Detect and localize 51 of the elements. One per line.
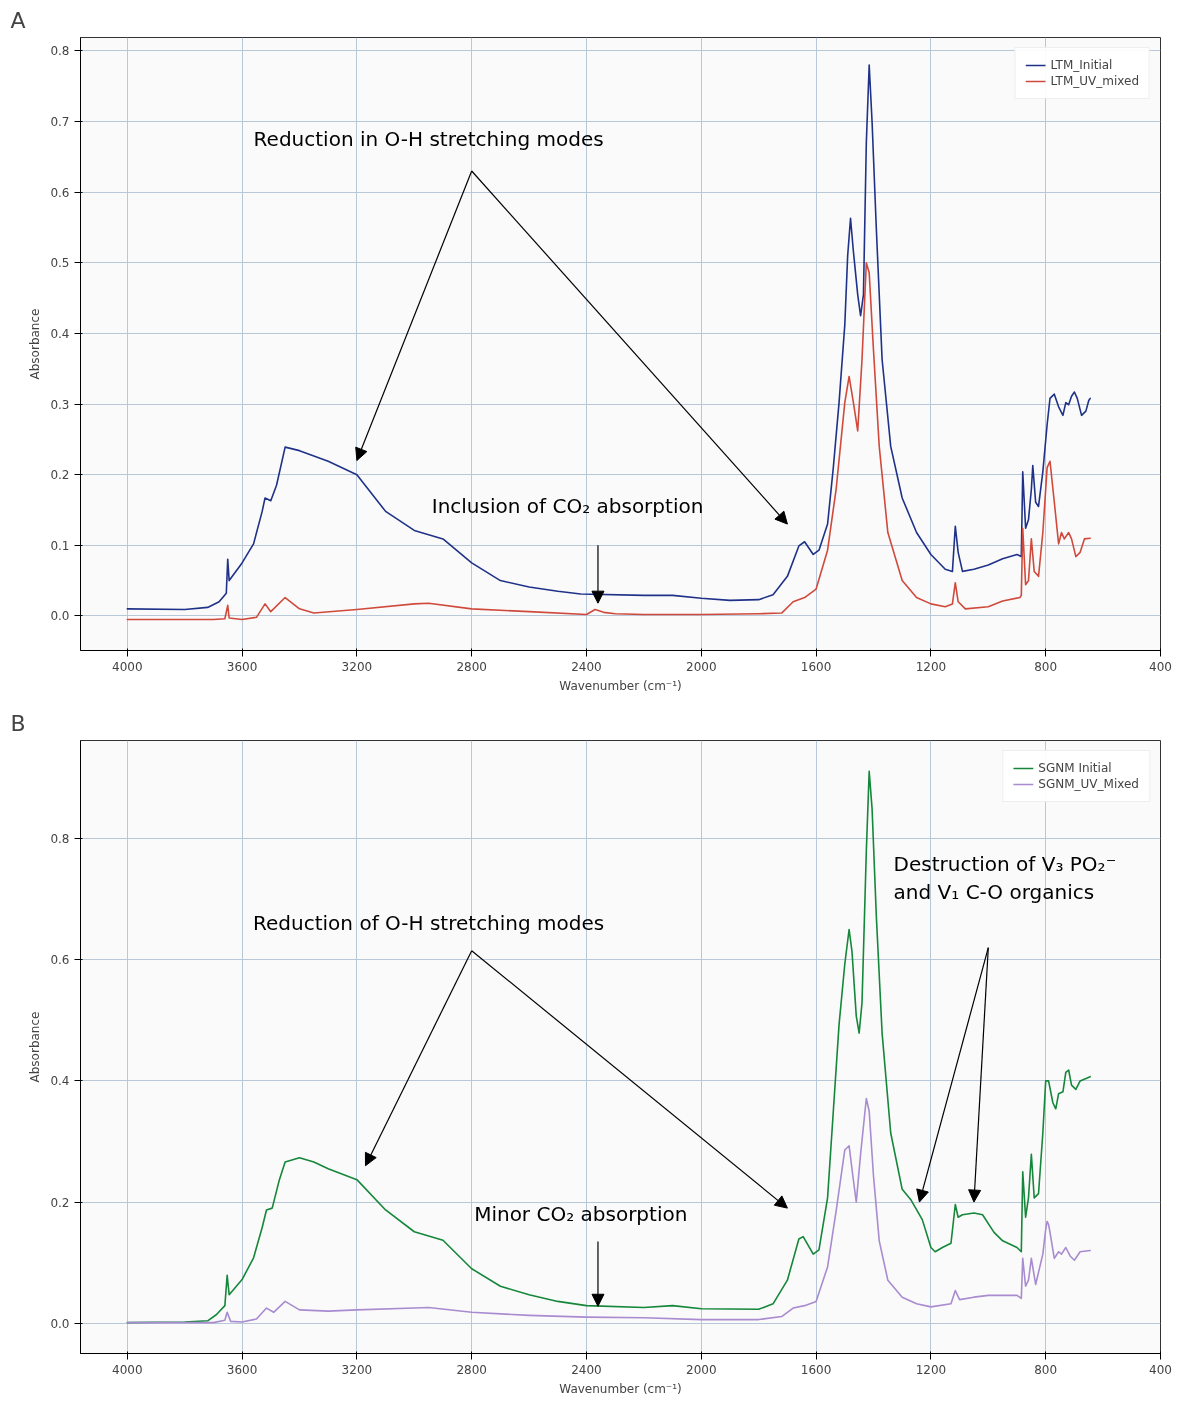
chart-title: B [10, 710, 26, 736]
x-tick-label: 3200 [341, 659, 373, 674]
legend-label: SGNM Initial [1038, 761, 1112, 775]
x-tick-label: 3600 [226, 1362, 258, 1377]
y-tick-label: 0.8 [50, 44, 70, 59]
y-tick-label: 0.5 [50, 256, 70, 271]
y-tick-label: 0.3 [50, 397, 70, 412]
y-tick-label: 0.1 [50, 538, 70, 553]
annotation: Reduction in O-H stretching modes [253, 127, 604, 152]
x-tick-label: 2000 [686, 659, 717, 674]
x-tick-label: 2800 [456, 1362, 487, 1377]
line-series [126, 1097, 1091, 1324]
legend-label: LTM_Initial [1050, 58, 1113, 72]
x-tick-label: 4000 [112, 659, 143, 674]
x-tick-label: 400 [1149, 659, 1172, 674]
y-tick-label: 0.0 [50, 609, 70, 624]
x-axis-title: Wavenumber (cm⁻¹) [559, 1381, 682, 1396]
annotation: Reduction of O-H stretching modes [253, 911, 605, 936]
y-tick-label: 0.6 [50, 953, 70, 968]
annotation: Destruction of V₃ PO₂⁻ and V₁ C-O organics [893, 851, 1117, 905]
annotation: Minor CO₂ absorption [474, 1202, 688, 1227]
x-tick-label: 2400 [571, 1362, 602, 1377]
x-tick-label: 1600 [800, 1362, 832, 1377]
legend-label: SGNM_UV_Mixed [1038, 777, 1139, 791]
y-tick-label: 0.8 [50, 832, 70, 847]
y-axis-title: Absorbance [28, 1011, 43, 1083]
legend-label: LTM_UV_mixed [1050, 74, 1139, 88]
x-tick-label: 1600 [800, 659, 832, 674]
x-tick-label: 1200 [915, 1362, 947, 1377]
y-tick-label: 0.2 [50, 1195, 70, 1210]
x-tick-label: 2800 [456, 659, 487, 674]
x-tick-label: 800 [1034, 659, 1058, 674]
x-axis-title: Wavenumber (cm⁻¹) [559, 678, 682, 693]
y-axis-title: Absorbance [28, 308, 43, 380]
line-series [126, 261, 1091, 621]
y-tick-label: 0.7 [50, 115, 70, 130]
x-tick-label: 3600 [226, 659, 258, 674]
x-tick-label: 800 [1034, 1362, 1058, 1377]
y-tick-label: 0.0 [50, 1316, 70, 1331]
y-tick-label: 0.2 [50, 468, 70, 483]
x-tick-label: 2400 [571, 659, 602, 674]
x-tick-label: 3200 [341, 1362, 373, 1377]
x-tick-label: 4000 [112, 1362, 143, 1377]
x-tick-label: 400 [1149, 1362, 1172, 1377]
chart-title: A [10, 7, 26, 33]
y-tick-label: 0.4 [50, 1074, 70, 1089]
x-tick-label: 1200 [915, 659, 947, 674]
y-tick-label: 0.6 [50, 185, 70, 200]
x-tick-label: 2000 [686, 1362, 717, 1377]
y-tick-label: 0.4 [50, 326, 70, 341]
annotation: Inclusion of CO₂ absorption [431, 494, 704, 519]
